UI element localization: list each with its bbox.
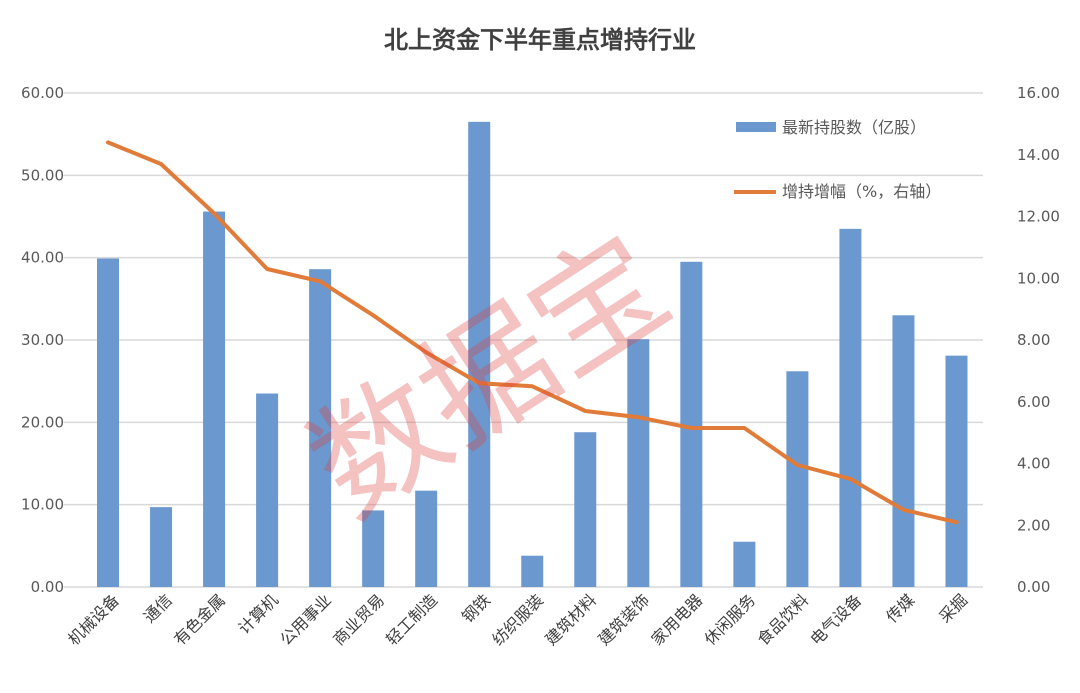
bar-纺织服装: [521, 555, 544, 587]
legend-bar-label: 最新持股数（亿股）: [782, 118, 926, 137]
category-label: 纺织服装: [488, 590, 547, 649]
category-label: 休闲服务: [700, 590, 759, 649]
bar-家用电器: [680, 261, 703, 587]
left-tick-label: 20.00: [21, 413, 64, 431]
bar-食品饮料: [786, 371, 809, 587]
category-label: 建筑材料: [541, 590, 600, 649]
category-label: 采掘: [935, 590, 971, 626]
left-tick-label: 30.00: [21, 331, 64, 349]
bar-采掘: [945, 355, 968, 587]
bar-钢铁: [468, 121, 491, 588]
category-label: 食品饮料: [754, 590, 813, 649]
right-tick-label: 0.00: [1017, 578, 1050, 596]
chart-title: 北上资金下半年重点增持行业: [384, 26, 696, 54]
right-tick-label: 10.00: [1017, 269, 1060, 287]
left-tick-label: 60.00: [21, 84, 64, 102]
bar-series: [97, 121, 968, 588]
bar-建筑装饰: [627, 339, 650, 587]
bar-计算机: [256, 393, 279, 587]
right-tick-label: 12.00: [1017, 208, 1060, 226]
left-axis: 0.00 10.00 20.00 30.00 40.00 50.00 60.00: [21, 84, 64, 596]
category-label: 电气设备: [807, 590, 866, 649]
category-label: 有色金属: [170, 590, 229, 649]
bar-机械设备: [97, 258, 120, 587]
right-tick-label: 4.00: [1017, 455, 1050, 473]
bar-通信: [150, 507, 173, 587]
category-label: 传媒: [882, 590, 918, 626]
right-axis: 0.00 2.00 4.00 6.00 8.00 10.00 12.00 14.00 16.00: [1017, 84, 1060, 596]
bar-有色金属: [203, 211, 226, 587]
category-label: 商业贸易: [329, 590, 388, 649]
bar-轻工制造: [415, 490, 438, 587]
category-label: 建筑装饰: [594, 590, 653, 649]
category-label: 通信: [140, 590, 176, 626]
right-tick-label: 16.00: [1017, 84, 1060, 102]
bar-建筑材料: [574, 432, 597, 587]
bar-公用事业: [309, 269, 332, 587]
right-tick-label: 8.00: [1017, 331, 1050, 349]
bar-休闲服务: [733, 541, 756, 587]
right-tick-label: 14.00: [1017, 146, 1060, 164]
category-label: 钢铁: [458, 590, 494, 626]
category-label: 轻工制造: [382, 590, 441, 649]
right-tick-label: 2.00: [1017, 516, 1050, 534]
category-label: 计算机: [235, 590, 282, 637]
left-tick-label: 0.00: [31, 578, 64, 596]
legend: 最新持股数（亿股） 增持增幅（%，右轴）: [734, 118, 941, 201]
left-tick-label: 50.00: [21, 166, 64, 184]
left-tick-label: 10.00: [21, 496, 64, 514]
right-tick-label: 6.00: [1017, 393, 1050, 411]
legend-bar-swatch: [736, 122, 776, 132]
bar-传媒: [892, 315, 915, 587]
bar-电气设备: [839, 228, 862, 587]
category-label: 机械设备: [64, 590, 123, 649]
category-label: 公用事业: [276, 590, 335, 649]
category-label: 家用电器: [647, 590, 706, 649]
legend-line-label: 增持增幅（%，右轴）: [782, 182, 941, 201]
bar-商业贸易: [362, 510, 385, 587]
left-tick-label: 40.00: [21, 249, 64, 267]
line-series: [106, 140, 959, 525]
